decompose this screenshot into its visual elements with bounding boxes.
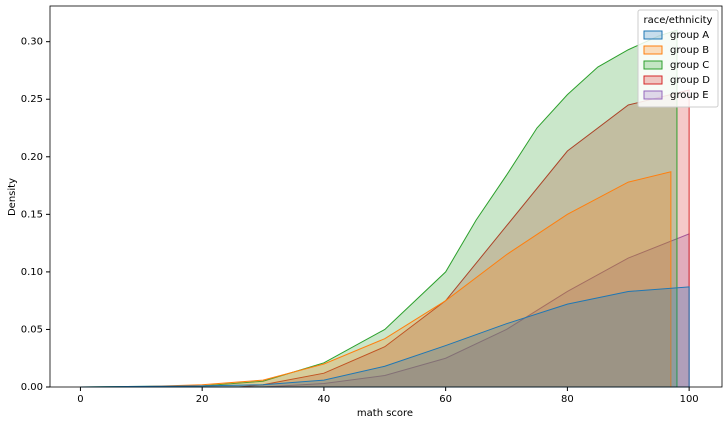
legend-label: group C — [670, 60, 709, 71]
y-tick-label: 0.20 — [21, 152, 43, 163]
x-tick-label: 0 — [77, 394, 83, 405]
x-tick-label: 80 — [561, 394, 574, 405]
legend-swatch — [643, 30, 663, 40]
legend-swatch — [643, 45, 663, 55]
legend-label: group E — [670, 90, 709, 101]
x-tick-label: 20 — [196, 394, 209, 405]
legend-title: race/ethnicity — [644, 15, 713, 26]
legend-swatch — [643, 75, 663, 85]
legend-label: group A — [670, 30, 709, 41]
x-tick-label: 60 — [439, 394, 452, 405]
density-area — [129, 171, 672, 388]
x-axis-label: math score — [357, 408, 413, 419]
legend-box — [637, 9, 719, 108]
y-tick-label: 0.15 — [21, 209, 43, 220]
x-tick-label: 100 — [680, 394, 699, 405]
legend-label: group D — [670, 75, 710, 86]
y-tick-label: 0.05 — [21, 324, 43, 335]
x-tick-label: 40 — [318, 394, 331, 405]
legend-label: group B — [670, 45, 709, 56]
y-tick-label: 0.30 — [21, 37, 43, 48]
density-area — [238, 89, 690, 388]
plot-frame — [49, 5, 723, 388]
y-tick-label: 0.25 — [21, 94, 43, 105]
legend-swatch — [643, 60, 663, 70]
y-tick-label: 0.00 — [21, 382, 43, 393]
y-tick-label: 0.10 — [21, 267, 43, 278]
density-area — [80, 286, 690, 388]
y-axis-label: Density — [7, 178, 18, 216]
legend-swatch — [643, 90, 663, 100]
